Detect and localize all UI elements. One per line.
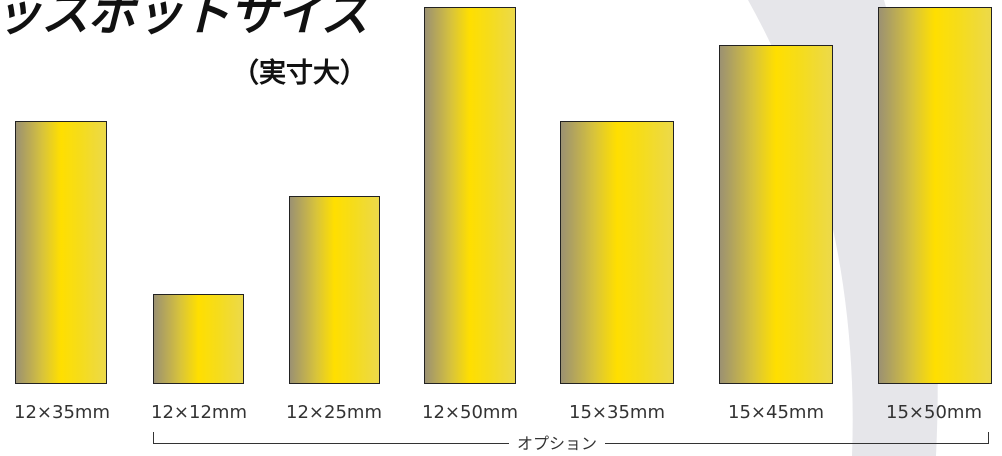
spot-rect-12x25 (289, 196, 380, 384)
spot-rect-12x35 (15, 121, 107, 384)
spot-rect-12x50 (424, 7, 516, 384)
spot-label-12x35: 12×35mm (14, 402, 110, 423)
spot-rect-12x12 (153, 294, 244, 384)
page-subtitle: （実寸大） (232, 58, 367, 89)
spot-label-12x12: 12×12mm (151, 402, 247, 423)
spot-rect-15x50 (878, 7, 992, 384)
spot-label-15x35: 15×35mm (569, 402, 665, 423)
spot-label-12x25: 12×25mm (286, 402, 382, 423)
spot-label-12x50: 12×50mm (422, 402, 518, 423)
spot-rect-15x45 (719, 45, 833, 384)
option-label: オプション (509, 434, 606, 454)
spot-label-15x45: 15×45mm (728, 402, 824, 423)
spot-label-15x50: 15×50mm (886, 402, 982, 423)
page-title: ッスポットサイズ (0, 0, 370, 42)
spot-rect-15x35 (560, 121, 674, 384)
